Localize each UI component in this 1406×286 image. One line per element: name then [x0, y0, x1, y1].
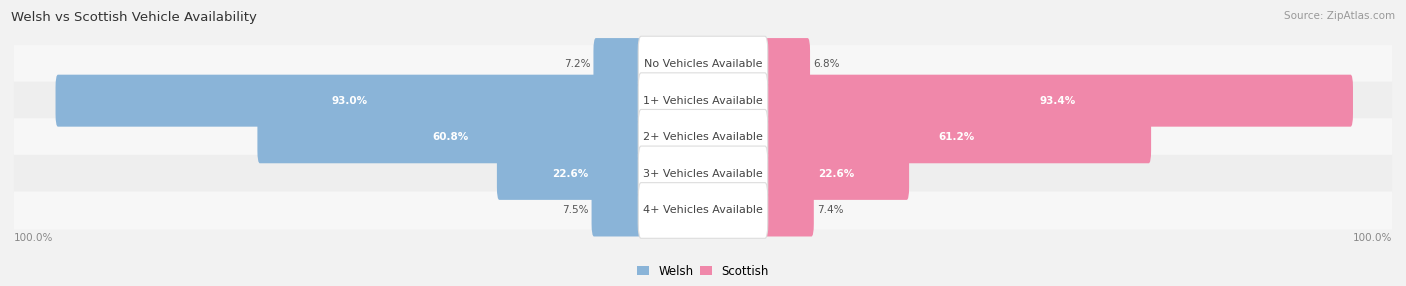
FancyBboxPatch shape [496, 148, 644, 200]
FancyBboxPatch shape [638, 73, 768, 128]
FancyBboxPatch shape [762, 38, 810, 90]
Text: Welsh vs Scottish Vehicle Availability: Welsh vs Scottish Vehicle Availability [11, 11, 257, 24]
Text: 7.4%: 7.4% [817, 206, 844, 215]
Text: 4+ Vehicles Available: 4+ Vehicles Available [643, 206, 763, 215]
Text: Source: ZipAtlas.com: Source: ZipAtlas.com [1284, 11, 1395, 21]
FancyBboxPatch shape [638, 146, 768, 202]
FancyBboxPatch shape [593, 38, 644, 90]
FancyBboxPatch shape [14, 155, 1392, 193]
Text: 93.4%: 93.4% [1039, 96, 1076, 106]
FancyBboxPatch shape [762, 111, 1152, 163]
Text: 60.8%: 60.8% [432, 132, 468, 142]
Text: 22.6%: 22.6% [553, 169, 588, 179]
Text: 7.5%: 7.5% [562, 206, 589, 215]
FancyBboxPatch shape [762, 75, 1353, 127]
FancyBboxPatch shape [638, 110, 768, 165]
FancyBboxPatch shape [14, 191, 1392, 230]
Text: 100.0%: 100.0% [14, 233, 53, 243]
Text: 22.6%: 22.6% [818, 169, 853, 179]
FancyBboxPatch shape [14, 45, 1392, 83]
Text: 93.0%: 93.0% [332, 96, 367, 106]
Text: 3+ Vehicles Available: 3+ Vehicles Available [643, 169, 763, 179]
Text: 2+ Vehicles Available: 2+ Vehicles Available [643, 132, 763, 142]
FancyBboxPatch shape [14, 82, 1392, 120]
Text: 1+ Vehicles Available: 1+ Vehicles Available [643, 96, 763, 106]
FancyBboxPatch shape [638, 183, 768, 238]
Legend: Welsh, Scottish: Welsh, Scottish [637, 265, 769, 278]
FancyBboxPatch shape [14, 118, 1392, 156]
FancyBboxPatch shape [55, 75, 644, 127]
FancyBboxPatch shape [638, 36, 768, 92]
FancyBboxPatch shape [592, 184, 644, 237]
Text: 6.8%: 6.8% [813, 59, 839, 69]
Text: 7.2%: 7.2% [564, 59, 591, 69]
FancyBboxPatch shape [762, 184, 814, 237]
Text: No Vehicles Available: No Vehicles Available [644, 59, 762, 69]
Text: 61.2%: 61.2% [939, 132, 974, 142]
FancyBboxPatch shape [257, 111, 644, 163]
FancyBboxPatch shape [762, 148, 910, 200]
Text: 100.0%: 100.0% [1353, 233, 1392, 243]
